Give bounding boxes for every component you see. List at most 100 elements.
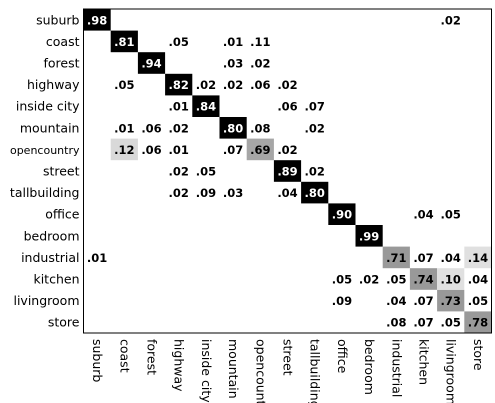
- cell-shade-inside-city-inside-city: [192, 95, 220, 117]
- cell-value-coast-mountain: .01: [223, 35, 243, 49]
- row-label-industrial: industrial: [21, 250, 79, 265]
- cell-value-suburb-livingroom: .02: [441, 13, 461, 27]
- cell-shade-industrial-store: [464, 246, 492, 269]
- cell-shade-office-office: [328, 203, 356, 225]
- cell-value-tallbuilding-highway: .02: [169, 186, 189, 200]
- cell-value-opencountry-street: .02: [277, 143, 297, 157]
- row-label-street: street: [43, 164, 80, 179]
- cell-value-inside-city-street: .06: [277, 100, 297, 114]
- cell-value-forest-opencountr: .02: [250, 57, 270, 71]
- row-label-coast: coast: [46, 34, 80, 49]
- cell-value-livingroom-industrial: .04: [386, 294, 406, 308]
- cell-value-kitchen-industrial: .05: [386, 273, 406, 287]
- cell-value-mountain-forest: .06: [141, 121, 161, 135]
- cell-value-office-office: .90: [332, 208, 352, 222]
- cell-value-livingroom-office: .09: [332, 294, 352, 308]
- cell-value-kitchen-livingroom: .10: [441, 273, 461, 287]
- column-label-forest: forest: [145, 339, 160, 375]
- cell-shade-opencountry-opencountr: [246, 138, 274, 161]
- cell-value-livingroom-livingroom: .73: [441, 294, 461, 308]
- cell-value-highway-opencountr: .06: [250, 78, 270, 92]
- row-label-office: office: [45, 207, 80, 222]
- row-label-kitchen: kitchen: [33, 272, 79, 287]
- column-label-bedroom: bedroom: [362, 339, 377, 395]
- cell-value-mountain-highway: .02: [169, 121, 189, 135]
- column-label-opencountr: opencountr: [253, 339, 268, 403]
- cell-value-tallbuilding-street: .04: [277, 186, 297, 200]
- row-label-store: store: [48, 315, 80, 330]
- column-label-livingroom: livingroom: [444, 339, 459, 403]
- column-labels: suburb coast forest highway inside city mount…: [90, 339, 486, 403]
- row-label-forest: forest: [43, 56, 79, 71]
- cell-value-mountain-mountain: .80: [223, 121, 243, 135]
- cell-value-opencountry-mountain: .07: [223, 143, 243, 157]
- cell-shade-kitchen-kitchen: [409, 268, 438, 290]
- cell-values: .98 .02 .81 .05 .01 .11 .94 .03 .02 .05 .82 .02 .02.…: [87, 13, 488, 329]
- cell-value-livingroom-store: .05: [468, 294, 488, 308]
- cell-value-street-highway: .02: [169, 165, 189, 179]
- cell-value-mountain-tallbuilding: .02: [305, 121, 325, 135]
- column-label-tallbuilding: tallbuilding: [308, 339, 323, 403]
- column-label-coast: coast: [117, 339, 132, 373]
- row-label-tallbuilding: tallbuilding: [10, 185, 80, 200]
- column-label-street: street: [281, 339, 296, 376]
- column-label-mountain: mountain: [226, 339, 241, 399]
- column-label-inside-city: inside city: [199, 339, 214, 403]
- row-label-mountain: mountain: [20, 120, 80, 135]
- row-label-bedroom: bedroom: [24, 228, 80, 243]
- column-label-highway: highway: [172, 339, 187, 392]
- cell-shade-store-store: [464, 311, 492, 333]
- cell-shade-bedroom-bedroom: [355, 225, 383, 247]
- cell-value-coast-coast: .81: [114, 35, 134, 49]
- cell-value-inside-city-tallbuilding: .07: [305, 100, 325, 114]
- cell-value-industrial-store: .14: [468, 251, 488, 265]
- cell-value-kitchen-office: .05: [332, 273, 352, 287]
- row-label-suburb: suburb: [36, 12, 79, 27]
- row-label-inside-city: inside city: [16, 99, 80, 114]
- cell-value-opencountry-coast: .12: [114, 143, 134, 157]
- cell-value-mountain-coast: .01: [114, 121, 134, 135]
- cell-value-tallbuilding-inside-city: .09: [196, 186, 216, 200]
- cell-value-opencountry-opencountr: .69: [250, 143, 270, 157]
- cell-value-office-livingroom: .05: [441, 208, 461, 222]
- plot-frame: [83, 8, 492, 334]
- cell-value-kitchen-kitchen: .74: [413, 273, 433, 287]
- cell-shade-kitchen-livingroom: [437, 268, 465, 290]
- cell-value-industrial-kitchen: .07: [413, 251, 433, 265]
- cell-shade-opencountry-coast: [110, 138, 138, 161]
- cell-value-industrial-livingroom: .04: [441, 251, 461, 265]
- column-label-office: office: [335, 339, 350, 374]
- cell-value-street-inside-city: .05: [196, 165, 216, 179]
- cell-value-livingroom-kitchen: .07: [413, 294, 433, 308]
- cell-value-kitchen-store: .04: [468, 273, 488, 287]
- cell-value-inside-city-inside-city: .84: [196, 100, 216, 114]
- cell-value-highway-inside-city: .02: [196, 78, 216, 92]
- cell-shade-mountain-mountain: [219, 117, 247, 139]
- cell-value-forest-forest: .94: [141, 57, 161, 71]
- cell-value-kitchen-bedroom: .02: [359, 273, 379, 287]
- column-label-suburb: suburb: [90, 339, 105, 382]
- cell-value-street-tallbuilding: .02: [305, 165, 325, 179]
- cell-value-store-livingroom: .05: [441, 316, 461, 330]
- cell-value-opencountry-highway: .01: [169, 143, 189, 157]
- row-label-opencountry: opencountry: [10, 144, 80, 157]
- column-label-industrial: industrial: [389, 339, 404, 397]
- cell-value-bedroom-bedroom: .99: [359, 229, 379, 243]
- cell-shade-highway-highway: [165, 73, 193, 96]
- cell-value-highway-highway: .82: [169, 78, 189, 92]
- cell-value-tallbuilding-mountain: .03: [223, 186, 243, 200]
- cell-value-highway-mountain: .02: [223, 78, 243, 92]
- cell-shade-tallbuilding-tallbuilding: [301, 181, 329, 204]
- cell-value-store-industrial: .08: [386, 316, 406, 330]
- row-label-highway: highway: [27, 77, 80, 92]
- cell-shade-industrial-industrial: [382, 246, 410, 269]
- cell-shade-coast-coast: [110, 30, 138, 53]
- cell-shade-livingroom-livingroom: [437, 289, 465, 312]
- row-labels: suburb coast forest highway inside city mount…: [10, 12, 80, 329]
- cell-value-opencountry-forest: .06: [141, 143, 161, 157]
- cell-value-store-kitchen: .07: [413, 316, 433, 330]
- cell-value-coast-opencountr: .11: [250, 35, 270, 49]
- cell-value-industrial-suburb: .01: [87, 251, 107, 265]
- cell-shade-suburb-suburb: [83, 9, 111, 31]
